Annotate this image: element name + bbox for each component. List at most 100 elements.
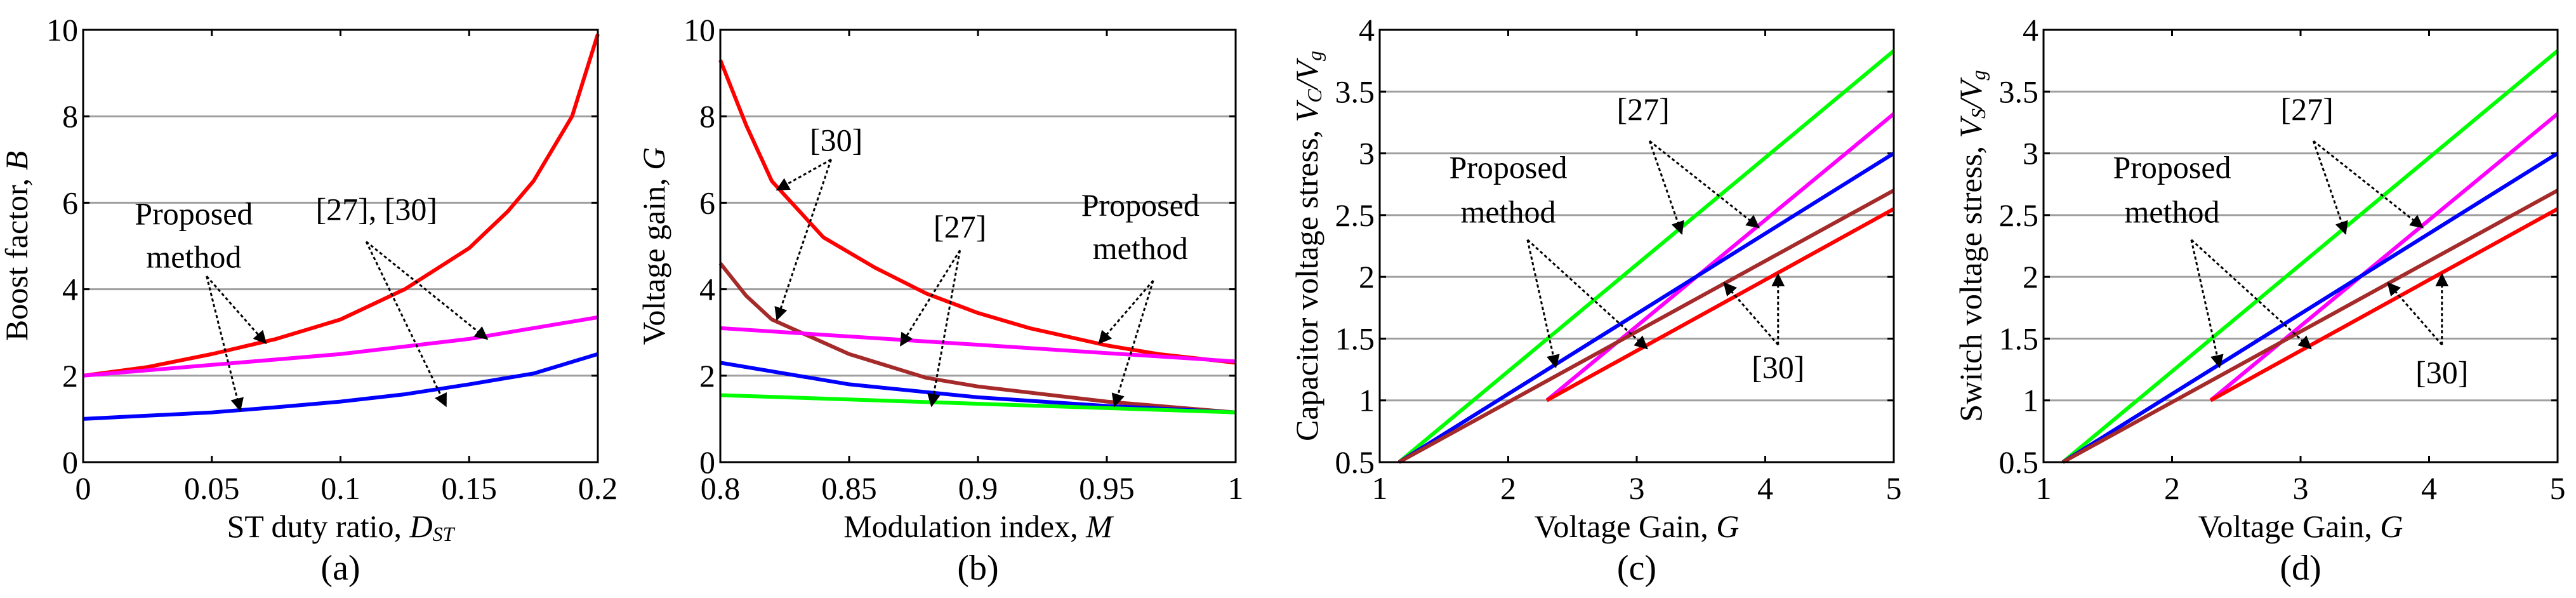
- annotation-arrow: [774, 159, 833, 321]
- x-tick-label: 2: [1500, 470, 1516, 506]
- y-tick-label: 4: [2023, 12, 2038, 48]
- x-tick-label: 2: [2164, 470, 2180, 506]
- annotation-label: [30]: [810, 123, 862, 158]
- x-tick-label: 0.15: [442, 470, 498, 506]
- annotation-label: [27]: [1616, 91, 1669, 127]
- y-tick-label: 1.5: [1335, 321, 1375, 356]
- x-axis-label: Voltage Gain, G: [1535, 508, 1740, 544]
- x-axis-label-text: Voltage Gain,: [1535, 508, 1717, 544]
- x-axis-label-sub: ST: [433, 522, 456, 545]
- y-axis-label-text: Capacitor voltage stress,: [1289, 122, 1324, 441]
- series-line-brown: [718, 262, 1236, 415]
- x-tick-label: 0.85: [821, 470, 877, 506]
- annotation-arrow: [776, 158, 832, 191]
- annotation-arrow: [1723, 282, 1779, 346]
- x-tick-label: 1: [1228, 470, 1244, 506]
- y-tick-label: 2: [2023, 259, 2038, 295]
- x-axis-label: ST duty ratio, DST: [227, 508, 456, 545]
- x-tick-label: 4: [1757, 470, 1773, 506]
- y-tick-label: 1: [2023, 383, 2038, 418]
- series-line-green: [2061, 49, 2559, 464]
- series-line-magenta: [720, 326, 1236, 364]
- y-axis-label-text: Switch voltage stress,: [1953, 138, 1988, 422]
- series-line-magenta: [83, 315, 598, 378]
- y-axis-label-text: Voltage gain,: [636, 170, 671, 345]
- y-tick-label: 0: [699, 444, 715, 480]
- plot-frame: [1378, 29, 1895, 463]
- x-tick-label: 0.9: [958, 470, 998, 506]
- y-axis-label: Boost factor, B: [0, 151, 34, 341]
- x-tick-label: 0.8: [701, 470, 741, 506]
- y-tick-label: 3: [1359, 136, 1375, 171]
- y-axis-label-sub: C: [1303, 89, 1326, 103]
- chart-panel-b: 0 2 4 6 8 10 0.8 0.85 0.9 0.95 1 [30] [27] Proposed me…: [636, 12, 1244, 588]
- panel-caption: (c): [1617, 548, 1656, 588]
- annotation-arrow: [927, 250, 961, 408]
- annotation-arrow: [2387, 282, 2443, 346]
- x-tick-label: 1: [1372, 470, 1388, 506]
- annotation-arrow: [1098, 279, 1154, 345]
- series-line-brown: [1397, 189, 1895, 464]
- series-line-red: [1545, 207, 1895, 402]
- plot-frame: [2042, 29, 2559, 463]
- annotation-label: Proposed: [1081, 187, 1199, 223]
- y-axis-label-sub: S: [1967, 109, 1990, 119]
- chart-panel-a: 0 2 4 6 8 10 0 0.05 0.1 0.15 0.2 Proposed method [27]…: [0, 12, 618, 588]
- annotation-arrow: [366, 241, 489, 340]
- plot-frame: [719, 29, 1237, 463]
- y-tick-label: 2: [699, 358, 715, 394]
- x-axis-label-var: D: [409, 508, 433, 544]
- y-tick-label: 10: [684, 12, 715, 48]
- annotation-label: Proposed: [135, 196, 253, 231]
- x-tick-label: 0.05: [184, 470, 240, 506]
- x-tick-label: 5: [2550, 470, 2566, 506]
- series-line-magenta: [1545, 112, 1895, 402]
- y-axis-label-var: V: [1289, 99, 1324, 122]
- x-axis-label-text: ST duty ratio,: [227, 508, 410, 544]
- annotation-arrow: [2190, 239, 2224, 369]
- y-tick-label: 6: [699, 185, 715, 220]
- series-line-green: [1397, 49, 1895, 464]
- x-tick-label: 0: [76, 470, 91, 506]
- series-line-magenta: [2209, 112, 2559, 402]
- chart-panel-c: 0.511.522.533.541 2 3 4 5[27]Proposedmethod[…: [1289, 12, 1902, 588]
- x-axis-label-var: G: [2380, 508, 2403, 544]
- annotation-arrow: [206, 276, 244, 412]
- annotation-label: [30]: [2415, 354, 2468, 390]
- series-line-blue: [2061, 152, 2559, 464]
- annotation-label: method: [146, 239, 241, 275]
- y-tick-label: 1.5: [1999, 321, 2039, 356]
- y-tick-label: 2.5: [1999, 197, 2039, 233]
- x-tick-label: 0.95: [1079, 470, 1135, 506]
- y-axis-label-var: V: [1953, 115, 1988, 138]
- annotation-arrow: [2312, 140, 2348, 236]
- y-tick-label: 4: [1359, 12, 1375, 48]
- annotation-label: Proposed: [1449, 149, 1567, 185]
- panel-caption: (a): [320, 548, 360, 588]
- series-line-brown: [2061, 189, 2559, 464]
- y-axis-label: Voltage gain, G: [636, 147, 671, 345]
- x-axis-label-var: G: [1716, 508, 1739, 544]
- plot-frame: [82, 29, 599, 463]
- series-line-blue: [83, 352, 598, 421]
- x-tick-label: 0.1: [320, 470, 360, 506]
- annotation-arrow: [2313, 140, 2424, 229]
- y-axis-label-text: Boost factor,: [0, 170, 34, 341]
- y-axis-label: Switch voltage stress, VS/Vg: [1953, 70, 1990, 422]
- y-axis-label-var2: /V: [1289, 58, 1324, 91]
- x-tick-label: 1: [2036, 470, 2052, 506]
- y-axis-label-sub2: g: [1967, 70, 1990, 80]
- annotation-label: Proposed: [2113, 149, 2231, 185]
- panel-caption: (d): [2280, 548, 2321, 588]
- y-tick-label: 10: [46, 12, 78, 48]
- series-line-red: [2209, 207, 2559, 402]
- x-axis-label-text: Voltage Gain,: [2198, 508, 2381, 544]
- annotation-label: method: [1461, 194, 1556, 230]
- y-tick-label: 0.5: [1335, 444, 1375, 480]
- annotation-label: [27]: [2280, 91, 2333, 127]
- y-tick-label: 3: [2023, 136, 2038, 171]
- x-tick-label: 3: [2293, 470, 2309, 506]
- y-tick-label: 8: [62, 98, 78, 134]
- y-tick-label: 0.5: [1999, 444, 2039, 480]
- annotation-label: method: [1093, 230, 1188, 266]
